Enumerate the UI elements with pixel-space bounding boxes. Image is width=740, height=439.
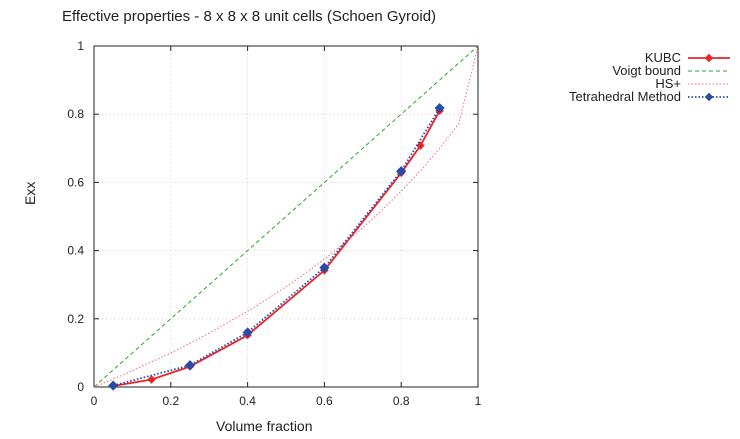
- series-voigt-bound: [94, 46, 478, 387]
- legend-marker-kubc: [705, 54, 713, 62]
- y-tick-label: 0: [77, 380, 84, 394]
- x-tick-label: 0.2: [162, 394, 179, 408]
- legend-marker-tetrahedral-method: [705, 93, 713, 101]
- x-tick-label: 0: [91, 394, 98, 408]
- series-line-voigt-bound: [94, 46, 478, 387]
- series-tetrahedral-method: [108, 103, 444, 390]
- legend-label-tetrahedral-method: Tetrahedral Method: [569, 89, 681, 104]
- series-line-tetrahedral-method: [113, 108, 439, 386]
- series-kubc: [109, 107, 443, 390]
- y-tick-label: 0.6: [67, 175, 84, 189]
- series-group: [94, 46, 478, 390]
- axis-ticks: 0 0.2 0.4 0.6 0.8 1 0 0.2 0.4 0.6 0.8 1: [67, 39, 481, 408]
- data-point-kubc: [148, 375, 156, 383]
- x-tick-label: 0.8: [393, 394, 410, 408]
- x-tick-label: 0.6: [316, 394, 333, 408]
- data-point-tetrahedral-method: [108, 381, 118, 391]
- x-tick-label: 1: [475, 394, 482, 408]
- y-tick-label: 0.8: [67, 107, 84, 121]
- series-line-kubc: [113, 111, 439, 386]
- y-tick-label: 1: [77, 39, 84, 53]
- y-tick-label: 0.2: [67, 312, 84, 326]
- x-tick-label: 0.4: [239, 394, 256, 408]
- y-tick-label: 0.4: [67, 244, 84, 258]
